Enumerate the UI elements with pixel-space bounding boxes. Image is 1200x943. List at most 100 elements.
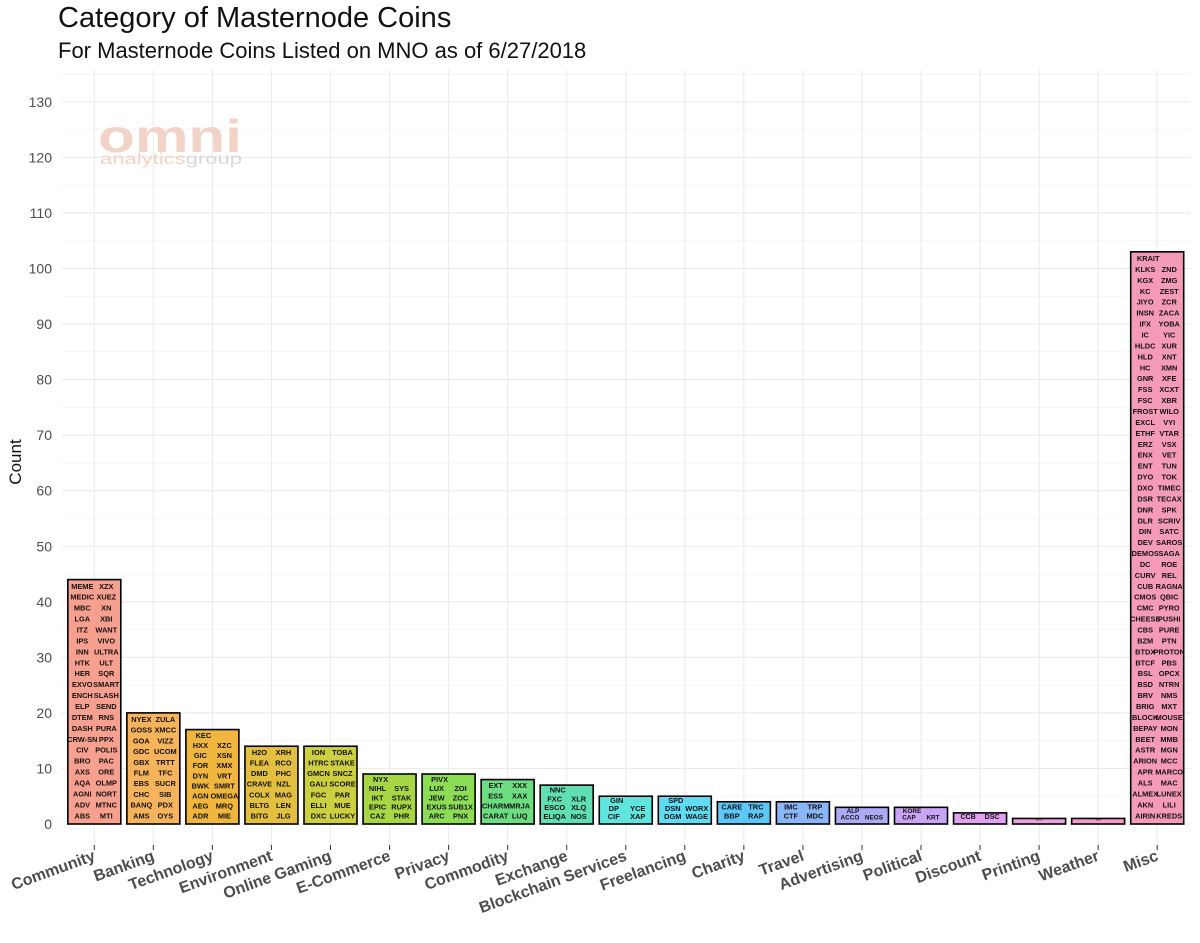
coin-label: NEOS — [865, 814, 883, 821]
coin-label: SAGA — [1159, 549, 1181, 558]
coin-label: ADR — [192, 811, 209, 820]
coin-label: SAROS — [1156, 538, 1182, 547]
coin-label: MGN — [1161, 746, 1178, 755]
coin-label: NOS — [571, 812, 587, 821]
coin-label: RUPX — [391, 803, 412, 812]
coin-label: ACCO — [841, 814, 860, 821]
coin-label: BZM — [1137, 636, 1153, 645]
y-tick-label: 30 — [36, 649, 52, 665]
coin-label: NYEX — [131, 715, 151, 724]
coin-label: VRT — [217, 771, 232, 780]
coin-label: AXS — [75, 768, 90, 777]
coin-label: VET — [1162, 451, 1177, 460]
coin-label: ENCH — [72, 691, 93, 700]
coin-label: PRTX — [1036, 819, 1043, 822]
coin-label: INN — [76, 647, 89, 656]
bar-group: XAR — [1070, 817, 1126, 825]
coin-label: XLQ — [571, 803, 586, 812]
coin-label: KORE — [903, 808, 921, 815]
bar-group: ELIQA NOS ESCO XLQ FXC XLR NNC — [539, 784, 595, 825]
coin-label: MCC — [1161, 757, 1178, 766]
coin-label: TRP — [808, 803, 823, 812]
coin-label: TOK — [1161, 473, 1177, 482]
coin-label: GOSS — [131, 726, 152, 735]
coin-label: XMX — [216, 761, 232, 770]
coin-label: ALMEX — [1132, 789, 1158, 798]
coin-label: QBIC — [1160, 593, 1179, 602]
coin-label: NZL — [276, 780, 291, 789]
coin-label: ALS — [1138, 778, 1153, 787]
coin-label: CIF — [608, 812, 620, 821]
coin-label: XXX — [512, 781, 527, 790]
coin-label: PROTON — [1153, 647, 1184, 656]
coin-label: NNC — [550, 786, 567, 795]
coin-label: VYI — [1163, 418, 1175, 427]
bar — [185, 728, 240, 825]
y-axis: 0 10 20 30 40 50 60 70 80 90 100 110 120 130 — [29, 94, 53, 832]
bar — [362, 773, 417, 825]
coin-label: MRQ — [216, 801, 233, 810]
bar — [893, 806, 949, 825]
x-tick-label: Weather — [1037, 848, 1102, 885]
coin-label: RNS — [98, 713, 114, 722]
coin-label: CMC — [1137, 604, 1154, 613]
coin-label: HTRC — [308, 759, 329, 768]
coin-label: XCXT — [1159, 385, 1179, 394]
coin-label: KLKS — [1135, 265, 1155, 274]
coin-label: LGA — [74, 615, 90, 624]
coin-label: JEW — [429, 793, 445, 802]
x-tick-label: Misc — [1121, 848, 1160, 876]
coin-label: ESS — [488, 791, 503, 800]
y-tick-label: 110 — [30, 205, 53, 221]
coin-label: MOUSE — [1156, 713, 1183, 722]
coin-label: FSC — [1138, 396, 1153, 405]
coin-label: DXC — [311, 811, 327, 820]
coin-label: IC — [1141, 331, 1149, 340]
bar — [834, 806, 890, 825]
coin-label: ZMG — [1161, 276, 1178, 285]
chart-subtitle: For Masternode Coins Listed on MNO as of… — [58, 38, 587, 63]
coin-label: YCE — [630, 804, 645, 813]
coin-label: PYRO — [1159, 604, 1180, 613]
coin-label: XAR — [1096, 819, 1101, 822]
coin-label: BEET — [1135, 735, 1155, 744]
coin-label: ELP — [75, 702, 89, 711]
bar-group: CAP KRT KORE — [893, 806, 949, 825]
coin-label: CARAT — [483, 811, 509, 820]
coin-label: GALI — [310, 780, 328, 789]
x-tick-label: Political — [861, 848, 924, 885]
coin-label: PIVX — [431, 775, 448, 784]
coin-label: HLD — [1138, 352, 1154, 361]
coin-label: DTEM — [72, 713, 93, 722]
bar-group: DXC LUCKY ELLI MUE FGC PAR GALI SCORE GMCN SNCZHT… — [303, 745, 358, 825]
coin-label: MBC — [74, 604, 91, 613]
bar — [480, 778, 535, 825]
bar — [1129, 251, 1185, 825]
coin-label: ASTR — [1135, 746, 1156, 755]
coin-label: MIE — [218, 811, 231, 820]
coin-label: TRTT — [156, 758, 175, 767]
coin-label: ORE — [98, 768, 114, 777]
coin-label: XSN — [217, 751, 232, 760]
coin-label: BANQ — [130, 801, 152, 810]
coin-label: PURE — [1159, 626, 1180, 635]
y-tick-label: 40 — [36, 594, 52, 610]
coin-label: CHARM — [482, 801, 510, 810]
coin-label: SPK — [1162, 505, 1178, 514]
coin-label: EXT — [488, 781, 503, 790]
coin-label: ZULA — [155, 715, 175, 724]
coin-label: VIVO — [97, 636, 115, 645]
coin-label: SEND — [96, 702, 117, 711]
coin-label: LEN — [276, 801, 291, 810]
coin-label: FXC — [547, 794, 562, 803]
coin-label: WILO — [1160, 407, 1180, 416]
coin-label: SIB — [159, 790, 171, 799]
coin-label: IFX — [1139, 320, 1151, 329]
coin-label: PHR — [394, 812, 410, 821]
coin-label: ZOC — [453, 793, 469, 802]
x-tick-label: Discount — [913, 848, 984, 888]
coin-label: PAR — [335, 790, 351, 799]
coin-label: FLEA — [250, 759, 270, 768]
bar-group: AMS OYS BANQ PDX CHC SIB EBS SUCR FLM TFC GBX TRTT G… — [126, 712, 181, 825]
